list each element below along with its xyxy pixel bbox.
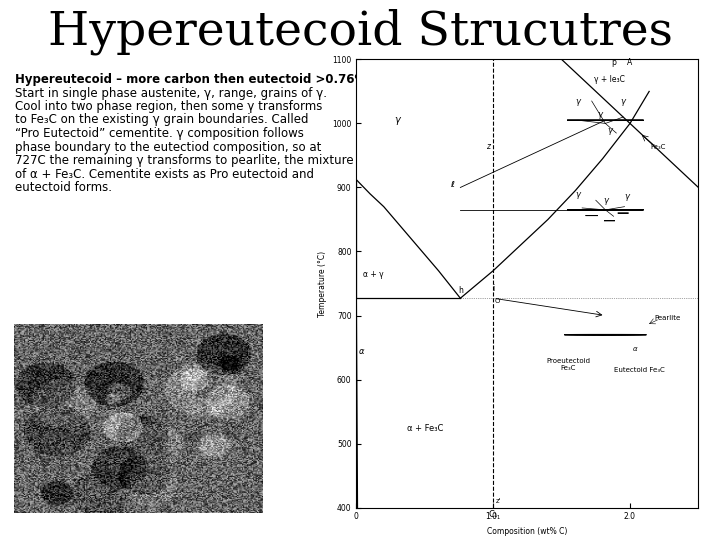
Text: α + Fe₃C: α + Fe₃C	[407, 424, 443, 433]
Text: z: z	[487, 142, 490, 151]
Text: γ: γ	[621, 97, 626, 106]
Text: γ: γ	[395, 116, 400, 125]
Text: Proeutectoid
Fe₃C: Proeutectoid Fe₃C	[546, 358, 590, 371]
Text: α + γ: α + γ	[362, 270, 383, 279]
Text: i: i	[492, 284, 495, 293]
Text: A: A	[627, 58, 633, 66]
Text: Cool into two phase region, then some γ transforms: Cool into two phase region, then some γ …	[15, 100, 323, 113]
Text: Fe₃C: Fe₃C	[651, 144, 666, 150]
Text: γ: γ	[575, 190, 580, 199]
Text: of α + Fe₃C. Cementite exists as Pro eutectoid and: of α + Fe₃C. Cementite exists as Pro eut…	[15, 167, 314, 180]
Text: p: p	[611, 58, 616, 66]
Text: z': z'	[496, 498, 501, 504]
Text: Start in single phase austenite, γ, range, grains of γ.: Start in single phase austenite, γ, rang…	[15, 86, 327, 99]
Text: phase boundary to the eutectiod composition, so at: phase boundary to the eutectiod composit…	[15, 140, 321, 153]
Text: ℓ: ℓ	[450, 180, 454, 190]
Text: γ: γ	[603, 197, 608, 205]
X-axis label: Composition (wt% C): Composition (wt% C)	[487, 527, 567, 536]
Text: O: O	[495, 298, 500, 303]
Text: γ: γ	[575, 97, 580, 106]
Text: eutectoid forms.: eutectoid forms.	[15, 181, 112, 194]
Text: α: α	[633, 346, 638, 352]
Text: Hypereutecoid – more carbon then eutectoid >0.76%: Hypereutecoid – more carbon then eutecto…	[15, 73, 366, 86]
Text: α: α	[359, 347, 364, 356]
Text: γ: γ	[607, 126, 612, 135]
Text: γ: γ	[598, 110, 603, 119]
Text: to Fe₃C on the existing γ grain boundaries. Called: to Fe₃C on the existing γ grain boundari…	[15, 113, 308, 126]
Text: C₁: C₁	[489, 510, 498, 519]
Text: “Pro Eutectoid” cementite. γ composition follows: “Pro Eutectoid” cementite. γ composition…	[15, 127, 304, 140]
Text: γ: γ	[625, 192, 630, 201]
Text: Pearlite: Pearlite	[654, 315, 681, 321]
Text: γ + le₃C: γ + le₃C	[594, 75, 625, 84]
Y-axis label: Temperature (°C): Temperature (°C)	[318, 251, 327, 316]
Text: h: h	[458, 286, 463, 295]
Text: Hypereutecoid Strucutres: Hypereutecoid Strucutres	[48, 9, 672, 55]
Text: 727C the remaining γ transforms to pearlite, the mixture: 727C the remaining γ transforms to pearl…	[15, 154, 354, 167]
Text: Eutectoid Fe₃C: Eutectoid Fe₃C	[613, 367, 665, 373]
